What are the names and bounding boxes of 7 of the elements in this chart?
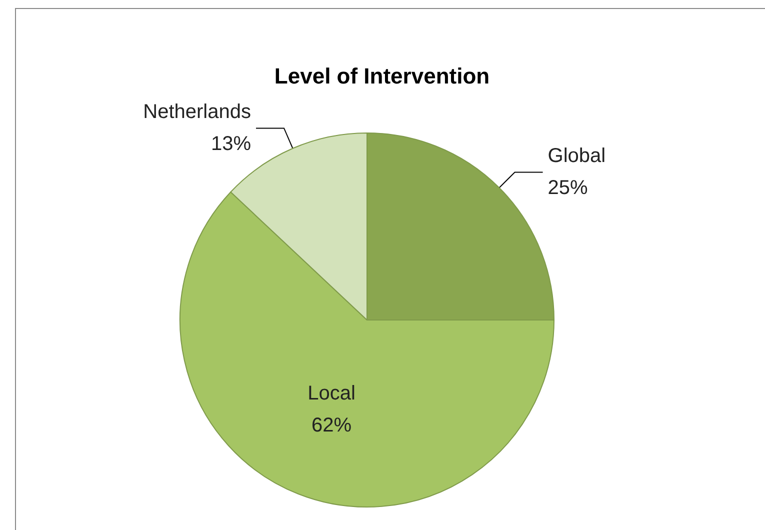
slice-label: Netherlands [143,101,251,124]
data-label: 62% [311,414,352,437]
data-label: 25% [548,177,588,200]
slice-label: Local [308,382,356,405]
data-label: 13% [210,133,252,156]
slice-label: Global [548,145,606,168]
chart-title: Level of Intervention [274,64,490,88]
